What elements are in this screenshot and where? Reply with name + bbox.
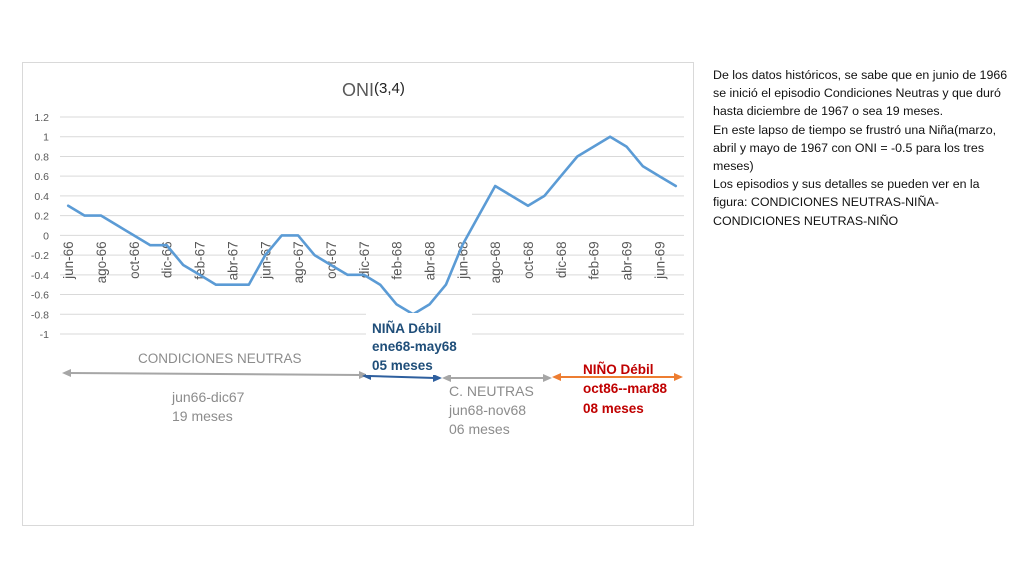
nina-arrow-shaft (368, 375, 436, 379)
x-tick-label: dic-68 (554, 241, 569, 278)
cond1-arrow-shaft (68, 372, 362, 376)
cond1-label: CONDICIONES NEUTRAS (138, 351, 302, 366)
x-tick-label: abr-69 (620, 241, 635, 280)
x-tick-label: oct-68 (521, 241, 536, 279)
x-tick-label: jun-66 (61, 241, 76, 280)
chart-title-suffix: (3,4) (374, 80, 405, 97)
cond1-period: jun66-dic67 (172, 389, 245, 405)
x-tick-label: oct-66 (127, 241, 142, 279)
cond2-arrow-head-left (442, 374, 451, 382)
nino-arrow-head-right (674, 373, 683, 381)
nino-period: oct86--mar88 (583, 381, 668, 396)
nina-arrow-head-right (433, 374, 442, 382)
nino-duration: 08 meses (583, 401, 644, 416)
cond2-title: C. NEUTRAS (449, 383, 534, 399)
x-tick-label: ago-67 (291, 241, 306, 283)
y-tick-label: 0 (43, 230, 49, 242)
x-tick-label: feb-69 (587, 241, 602, 279)
cond2-period: jun68-nov68 (449, 402, 527, 418)
side-explanation: De los datos históricos, se sabe que en … (713, 66, 1013, 230)
chart-title: ONI (342, 80, 374, 100)
y-tick-label: 1 (43, 132, 49, 144)
x-tick-label: abr-67 (225, 241, 240, 280)
chart-frame (22, 62, 694, 526)
y-tick-label: 0.8 (34, 151, 49, 163)
side-text-p3: Los episodios y sus detalles se pueden v… (713, 177, 980, 228)
nina-title: NIÑA Débil (372, 321, 442, 336)
y-tick-label: 0.2 (34, 211, 49, 223)
y-tick-label: -0.2 (31, 250, 49, 262)
y-tick-label: 1.2 (34, 112, 49, 124)
nina-duration: 05 meses (372, 358, 433, 373)
y-tick-label: -0.8 (31, 309, 49, 321)
y-tick-label: 0.4 (34, 191, 49, 203)
nina-period: ene68-may68 (372, 339, 457, 354)
cond2-arrow-head-right (543, 374, 552, 382)
x-tick-label: dic-67 (357, 241, 372, 278)
x-tick-label: ago-66 (94, 241, 109, 283)
cond1-duration: 19 meses (172, 408, 233, 424)
nina-label-box (366, 313, 472, 375)
y-tick-label: -0.4 (31, 270, 49, 282)
nino-title: NIÑO Débil (583, 362, 654, 377)
x-tick-label: oct-67 (324, 241, 339, 279)
side-text-p2: En este lapso de tiempo se frustró una N… (713, 122, 997, 174)
x-tick-label: abr-68 (422, 241, 437, 280)
y-tick-label: 0.6 (34, 171, 49, 183)
y-tick-label: -0.6 (31, 290, 49, 302)
cond2-duration: 06 meses (449, 421, 510, 437)
side-text-p1: De los datos históricos, se sabe que en … (713, 68, 1008, 119)
cond1-arrow-head-left (62, 369, 71, 377)
nino-arrow-head-left (552, 373, 561, 381)
y-tick-label: -1 (40, 329, 49, 341)
x-tick-label: feb-67 (193, 241, 208, 279)
x-tick-label: feb-68 (390, 241, 405, 279)
x-tick-label: ago-68 (488, 241, 503, 283)
x-tick-label: jun-69 (652, 241, 667, 280)
oni-series-line (66, 135, 678, 316)
cond1-arrow-head-right (359, 371, 368, 379)
